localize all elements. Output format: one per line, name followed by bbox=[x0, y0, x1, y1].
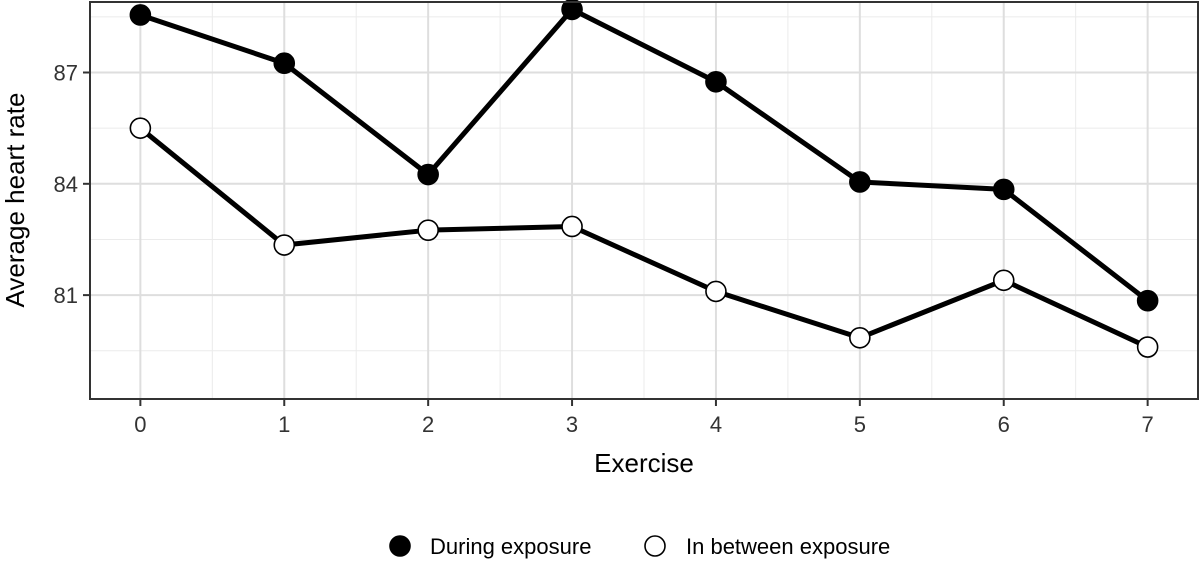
x-tick-label: 5 bbox=[854, 412, 866, 437]
data-point-series-2 bbox=[849, 326, 871, 349]
plot-border bbox=[89, 1, 1199, 400]
major-grid bbox=[90, 2, 1198, 399]
data-point-series-2 bbox=[273, 234, 296, 256]
legend-marker-2 bbox=[644, 535, 666, 557]
data-point-series-2 bbox=[561, 215, 583, 238]
x-tick-label: 3 bbox=[566, 412, 578, 437]
series-layer bbox=[129, 0, 1159, 358]
data-point-series-2 bbox=[417, 219, 439, 241]
x-tick-label: 2 bbox=[422, 412, 434, 437]
legend: During exposure In between exposure bbox=[389, 534, 890, 559]
data-point-series-1 bbox=[561, 0, 583, 21]
y-axis-title: Average heart rate bbox=[0, 93, 30, 308]
data-point-series-1 bbox=[129, 4, 152, 26]
data-point-series-1 bbox=[417, 163, 439, 186]
x-tick-label: 7 bbox=[1142, 412, 1154, 437]
y-tick-label: 84 bbox=[54, 172, 78, 197]
x-tick-label: 0 bbox=[134, 412, 146, 437]
y-tick-label: 81 bbox=[54, 283, 78, 308]
x-tick-label: 6 bbox=[998, 412, 1010, 437]
data-point-series-1 bbox=[1136, 289, 1159, 312]
x-tick-label: 4 bbox=[710, 412, 722, 437]
data-point-series-1 bbox=[849, 171, 871, 193]
data-point-series-2 bbox=[705, 280, 727, 303]
y-axis: 81 84 87 bbox=[54, 60, 90, 308]
data-point-series-1 bbox=[705, 70, 727, 93]
data-point-series-1 bbox=[992, 178, 1015, 201]
legend-marker-1 bbox=[389, 535, 411, 557]
legend-label-2: In between exposure bbox=[686, 534, 890, 559]
data-point-series-2 bbox=[129, 117, 152, 139]
series-line-2 bbox=[137, 125, 1151, 350]
x-axis: 0 1 2 3 4 5 6 7 bbox=[134, 399, 1154, 437]
y-tick-label: 87 bbox=[54, 60, 78, 85]
data-point-series-2 bbox=[1136, 336, 1159, 358]
x-axis-title: Exercise bbox=[594, 448, 694, 478]
series-line-1 bbox=[137, 6, 1151, 304]
x-tick-label: 1 bbox=[278, 412, 290, 437]
data-point-series-1 bbox=[273, 52, 296, 75]
legend-label-1: During exposure bbox=[430, 534, 591, 559]
data-point-series-2 bbox=[992, 269, 1015, 292]
